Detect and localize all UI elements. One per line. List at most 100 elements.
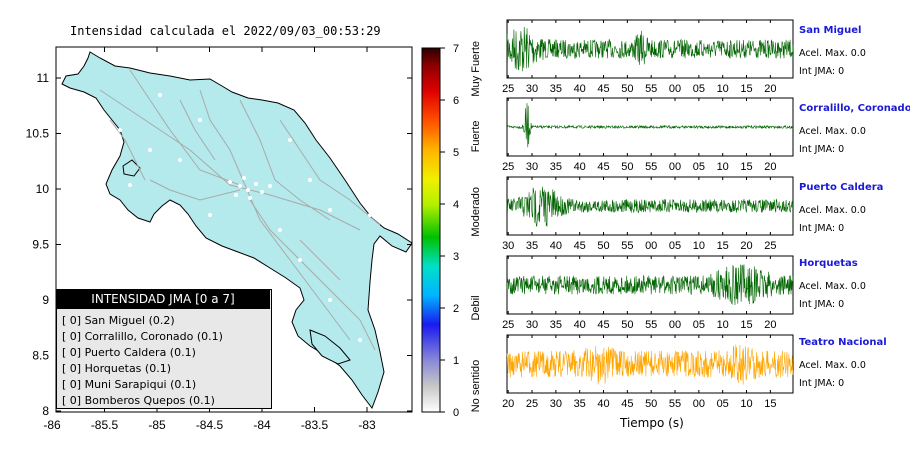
waveform-x-tick-label: 35 <box>550 319 562 331</box>
waveform-x-tick-label: 25 <box>502 83 514 95</box>
legend-row: [ 0] Bomberos Quepos (0.1) <box>62 394 215 407</box>
colorbar-tick-label: 0 <box>453 407 459 419</box>
waveform-x-tick-label: 55 <box>645 161 657 173</box>
legend-row: [ 0] San Miguel (0.2) <box>62 314 175 327</box>
station-acel: Acel. Max. 0.0 <box>799 205 866 216</box>
map-y-tick-label: 10 <box>36 182 50 196</box>
station-acel: Acel. Max. 0.0 <box>799 126 866 137</box>
waveform-x-tick-label: 00 <box>669 83 681 95</box>
legend-row: [ 0] Corralillo, Coronado (0.1) <box>62 330 223 343</box>
map-y-tick-label: 9.5 <box>32 238 49 252</box>
waveform-x-tick-label: 20 <box>740 240 752 252</box>
colorbar-tick-label: 1 <box>453 355 459 367</box>
waveform-x-tick-label: 20 <box>764 319 776 331</box>
colorbar-tick-label: 2 <box>453 303 459 315</box>
colorbar-tick-label: 4 <box>453 199 459 211</box>
station-title: Corralillo, Coronado <box>799 103 910 114</box>
waveform-x-tick-label: 15 <box>717 240 729 252</box>
station-title: Teatro Nacional <box>799 337 887 348</box>
waveform-x-tick-label: 05 <box>693 161 705 173</box>
map-x-tick-label: -83.5 <box>301 418 329 432</box>
map-x-tick-label: -85.5 <box>91 418 119 432</box>
intensity-legend-title: INTENSIDAD JMA [0 a 7] <box>56 289 270 309</box>
waveform-trace <box>506 344 794 385</box>
waveform-x-tick-label: 35 <box>550 161 562 173</box>
osa-peninsula <box>309 329 351 365</box>
waveform-x-tick-label: 50 <box>621 83 633 95</box>
legend-row: [ 0] Horquetas (0.1) <box>62 362 171 375</box>
nicoya-gulf-island <box>122 159 141 177</box>
intensity-colorbar: 0 1 2 3 4 5 6 7 No sentido Debil Moderado Fuerte Mu… <box>421 41 482 419</box>
waveform-x-tick-label: 55 <box>669 398 681 410</box>
waveform-x-tick-label: 00 <box>693 398 705 410</box>
waveform-x-tick-label: 40 <box>550 240 562 252</box>
colorbar-tick-label: 5 <box>453 147 459 159</box>
waveform-x-tick-label: 30 <box>526 161 538 173</box>
waveform-x-tick-label: 30 <box>526 83 538 95</box>
waveform-x-tick-label: 50 <box>621 319 633 331</box>
waveform-x-tick-label: 05 <box>693 319 705 331</box>
waveform-x-tick-label: 40 <box>597 398 609 410</box>
waveform-x-tick-label: 55 <box>621 240 633 252</box>
legend-row: [ 0] Puerto Caldera (0.1) <box>62 346 196 359</box>
waveform-x-tick-label: 05 <box>717 398 729 410</box>
waveform-x-tick-label: 20 <box>764 161 776 173</box>
waveform-x-tick-label: 05 <box>669 240 681 252</box>
waveform-x-tick-label: 50 <box>597 240 609 252</box>
colorbar-tick-label: 7 <box>453 43 459 55</box>
waveform-trace <box>506 103 794 148</box>
waveform-x-tick-label: 05 <box>693 83 705 95</box>
colorbar-class-label: Moderado <box>470 187 482 237</box>
waveform-x-tick-label: 50 <box>645 398 657 410</box>
waveform-x-tick-label: 35 <box>526 240 538 252</box>
waveform-x-tick-label: 40 <box>574 161 586 173</box>
waveform-trace <box>506 26 794 72</box>
station-title: San Miguel <box>799 25 862 36</box>
map-y-tick-label: 8 <box>42 404 49 418</box>
waveform-trace <box>506 186 794 227</box>
station-acel: Acel. Max. 0.0 <box>799 360 866 371</box>
legend-row: [ 0] Muni Sarapiqui (0.1) <box>62 378 197 391</box>
waveform-x-tick-label: 50 <box>621 161 633 173</box>
map-title: Intensidad calculada el 2022/09/03_00:53… <box>70 24 381 38</box>
waveform-x-tick-label: 25 <box>526 398 538 410</box>
waveform-panels: 25 30 35 40 45 50 55 00 05 10 15 20 25 30 35 40 45 50 55 00… <box>502 19 794 410</box>
station-int: Int JMA: 0 <box>799 66 845 77</box>
waveform-x-tick-label: 00 <box>669 161 681 173</box>
map-x-tick-label: -84 <box>253 418 271 432</box>
waveform-x-tick-label: 45 <box>597 161 609 173</box>
waveform-trace <box>506 264 794 306</box>
waveform-x-tick-label: 55 <box>645 83 657 95</box>
waveform-x-tick-label: 25 <box>764 240 776 252</box>
station-int: Int JMA: 0 <box>799 378 845 389</box>
station-dots <box>118 93 372 342</box>
colorbar-tick-label: 6 <box>453 95 459 107</box>
colorbar-class-label: No sentido <box>470 360 482 413</box>
waveform-x-tick-label: 15 <box>740 161 752 173</box>
waveform-x-tick-label: 40 <box>574 83 586 95</box>
waveform-x-tick-label: 25 <box>502 161 514 173</box>
waveform-x-tick-label: 10 <box>740 398 752 410</box>
waveform-x-tick-label: 00 <box>669 319 681 331</box>
station-int: Int JMA: 0 <box>799 144 845 155</box>
station-title: Puerto Caldera <box>799 182 884 193</box>
waveform-x-tick-label: 55 <box>645 319 657 331</box>
waveform-x-tick-label: 20 <box>502 398 514 410</box>
colorbar-tick-label: 3 <box>453 251 459 263</box>
waveform-x-tick-label: 10 <box>717 83 729 95</box>
station-int: Int JMA: 0 <box>799 299 845 310</box>
waveform-x-tick-label: 10 <box>717 319 729 331</box>
waveform-x-tick-label: 45 <box>597 83 609 95</box>
waveform-x-tick-label: 45 <box>621 398 633 410</box>
waveform-x-tick-label: 45 <box>597 319 609 331</box>
waveform-x-tick-label: 00 <box>645 240 657 252</box>
map-x-tick-label: -84.5 <box>196 418 224 432</box>
waveform-x-tick-label: 45 <box>574 240 586 252</box>
waveform-x-tick-label: 10 <box>717 161 729 173</box>
map-y-tick-label: 9 <box>42 293 49 307</box>
waveform-x-tick-label: 10 <box>693 240 705 252</box>
station-acel: Acel. Max. 0.0 <box>799 48 866 59</box>
map-y-tick-label: 10.5 <box>26 127 50 141</box>
road-network <box>99 69 381 351</box>
waveform-x-tick-label: 35 <box>574 398 586 410</box>
